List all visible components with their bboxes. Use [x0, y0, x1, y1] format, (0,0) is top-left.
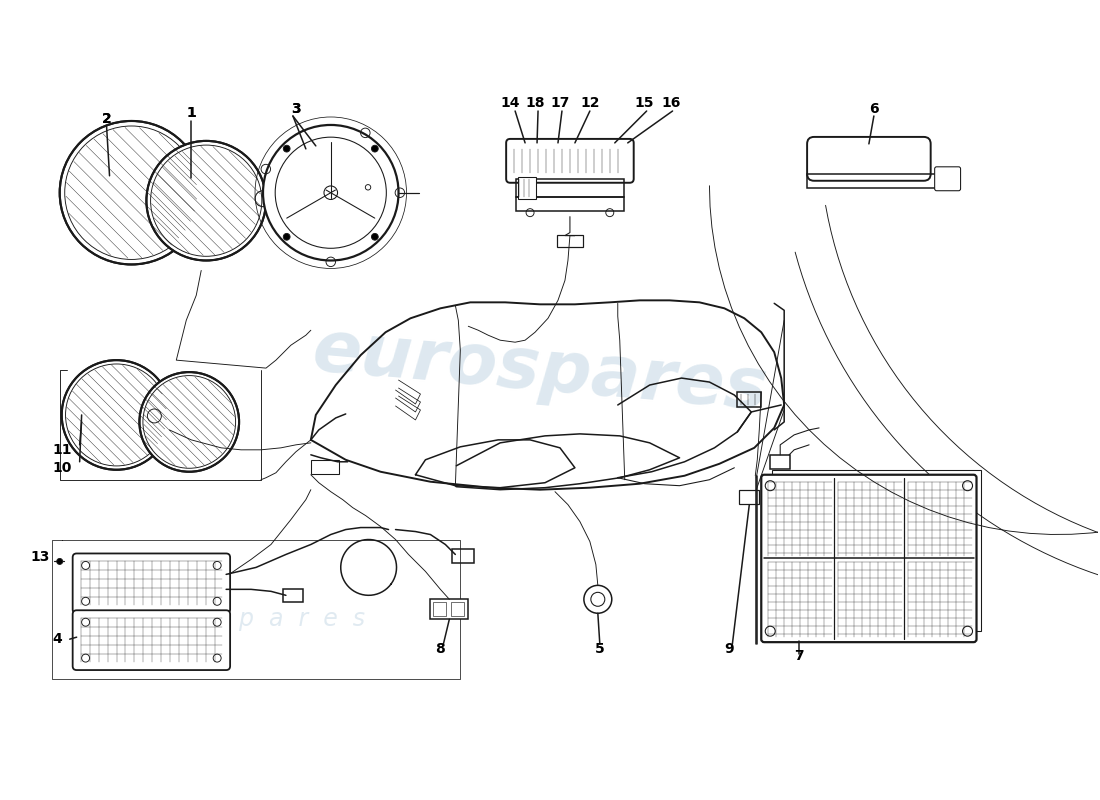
Text: 4: 4	[52, 632, 62, 646]
Bar	[283, 590, 302, 602]
Text: 15: 15	[635, 96, 654, 110]
Text: 1: 1	[186, 106, 196, 120]
Text: eurospares: eurospares	[309, 316, 770, 424]
Bar	[452, 550, 474, 563]
Circle shape	[57, 558, 63, 565]
Text: 8: 8	[436, 642, 446, 656]
Circle shape	[62, 360, 172, 470]
Bar	[557, 234, 583, 246]
Bar	[516, 197, 624, 210]
Text: 1: 1	[186, 106, 196, 120]
Circle shape	[284, 234, 290, 240]
Text: 2: 2	[101, 112, 111, 126]
Text: 3: 3	[292, 102, 300, 116]
Text: 5: 5	[595, 642, 605, 656]
Circle shape	[284, 146, 290, 152]
Bar	[433, 602, 447, 616]
Text: 13: 13	[31, 550, 50, 565]
Text: 16: 16	[662, 96, 681, 110]
Circle shape	[263, 125, 398, 261]
FancyBboxPatch shape	[73, 554, 230, 614]
Circle shape	[146, 141, 266, 261]
Text: 12: 12	[580, 96, 600, 110]
FancyBboxPatch shape	[935, 167, 960, 190]
Bar	[807, 174, 937, 188]
Bar	[772, 470, 981, 631]
Text: 18: 18	[526, 96, 544, 110]
Text: 17: 17	[550, 96, 570, 110]
Bar	[451, 602, 464, 616]
Bar	[311, 460, 339, 474]
Text: 9: 9	[725, 642, 734, 656]
Circle shape	[140, 372, 239, 472]
Bar	[430, 599, 469, 619]
Text: 3: 3	[292, 102, 300, 116]
Circle shape	[372, 234, 378, 240]
Text: 14: 14	[500, 96, 520, 110]
Bar	[516, 178, 624, 197]
Text: 11: 11	[52, 443, 72, 457]
FancyBboxPatch shape	[807, 137, 931, 181]
Circle shape	[59, 121, 204, 265]
Circle shape	[584, 586, 612, 614]
FancyBboxPatch shape	[73, 610, 230, 670]
Text: 6: 6	[869, 102, 879, 116]
FancyBboxPatch shape	[506, 139, 634, 182]
Text: e  u  r  o  s  p  a  r  e  s: e u r o s p a r e s	[98, 607, 364, 631]
Text: 2: 2	[101, 112, 111, 126]
Text: 10: 10	[53, 461, 72, 474]
Bar	[770, 455, 790, 469]
Circle shape	[372, 146, 378, 152]
Bar	[518, 177, 536, 198]
Text: 7: 7	[794, 649, 804, 663]
Bar	[737, 392, 761, 407]
FancyBboxPatch shape	[761, 474, 977, 642]
Bar	[739, 490, 759, 504]
